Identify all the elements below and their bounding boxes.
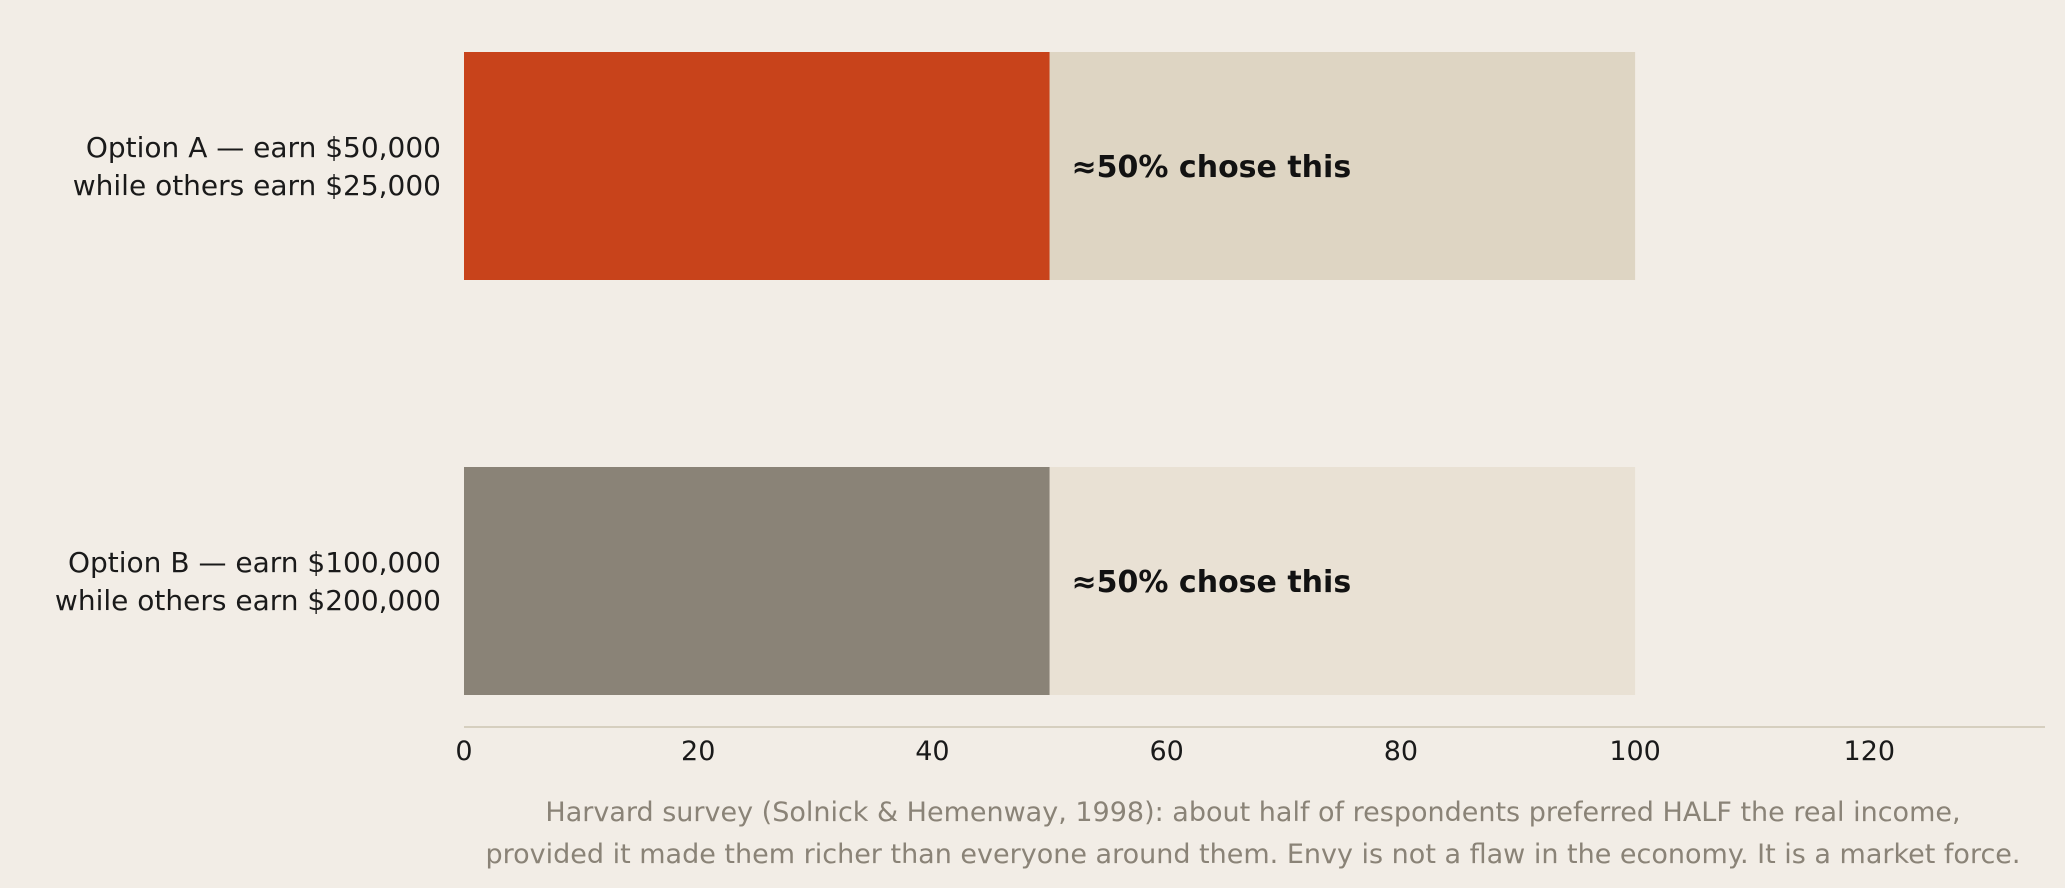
- x-tick-label: 60: [1149, 736, 1183, 767]
- category-label-option-a-line-1: Option A — earn $50,000: [86, 131, 441, 164]
- x-axis: 0 20 40 60 80 100 120: [455, 726, 2045, 767]
- bars-layer: [464, 52, 1636, 695]
- x-tick-label: 20: [681, 736, 715, 767]
- x-tick-label: 40: [915, 736, 949, 767]
- bar-option-b: [464, 467, 1050, 695]
- category-label-option-a-line-2: while others earn $25,000: [73, 169, 441, 202]
- data-label-option-a: ≈50% chose this: [1072, 150, 1352, 185]
- x-tick-label: 0: [455, 736, 472, 767]
- bar-option-a: [464, 52, 1050, 280]
- x-tick-label: 80: [1384, 736, 1418, 767]
- x-tick-label: 120: [1844, 736, 1896, 767]
- labels-layer: Option A — earn $50,000 while others earn…: [55, 131, 1351, 617]
- category-label-option-b-line-1: Option B — earn $100,000: [68, 546, 441, 579]
- category-label-option-b-line-2: while others earn $200,000: [55, 584, 441, 617]
- x-tick-label: 100: [1609, 736, 1661, 767]
- caption-line-2: provided it made them richer than everyo…: [485, 839, 2020, 870]
- caption-line-1: Harvard survey (Solnick & Hemenway, 1998…: [545, 797, 1960, 828]
- caption: Harvard survey (Solnick & Hemenway, 1998…: [485, 797, 2020, 870]
- data-label-option-b: ≈50% chose this: [1072, 565, 1352, 600]
